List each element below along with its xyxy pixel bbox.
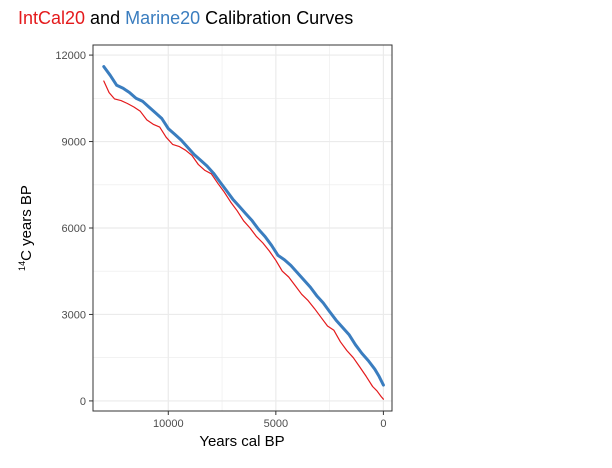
y-tick-label: 0: [80, 396, 86, 408]
series-line-intcal20: [103, 80, 384, 400]
title-marine20: Marine20: [125, 8, 200, 28]
title-and: and: [85, 8, 125, 28]
chart-title: IntCal20 and Marine20 Calibration Curves: [18, 8, 353, 28]
series-layer: [102, 65, 385, 400]
x-tick-label: 10000: [153, 418, 184, 430]
y-axis-title: 14C years BP: [17, 185, 35, 271]
x-tick-label: 5000: [264, 418, 288, 430]
y-tick-label: 6000: [62, 223, 86, 235]
axis-layer: 10000 5000 0 0 3000 6000 9000 12000: [55, 50, 386, 430]
title-intcal20: IntCal20: [18, 8, 85, 28]
y-axis-title-superscript: 14: [17, 261, 27, 271]
x-tick-label: 0: [380, 418, 386, 430]
x-axis-title: Years cal BP: [199, 433, 284, 450]
y-tick-label: 9000: [62, 137, 86, 149]
title-rest: Calibration Curves: [200, 8, 353, 28]
y-tick-label: 12000: [55, 50, 86, 62]
y-axis-title-main: C years BP: [18, 185, 35, 261]
y-tick-label: 3000: [62, 309, 86, 321]
grid-layer: [93, 45, 392, 411]
series-line-marine20: [102, 65, 385, 387]
